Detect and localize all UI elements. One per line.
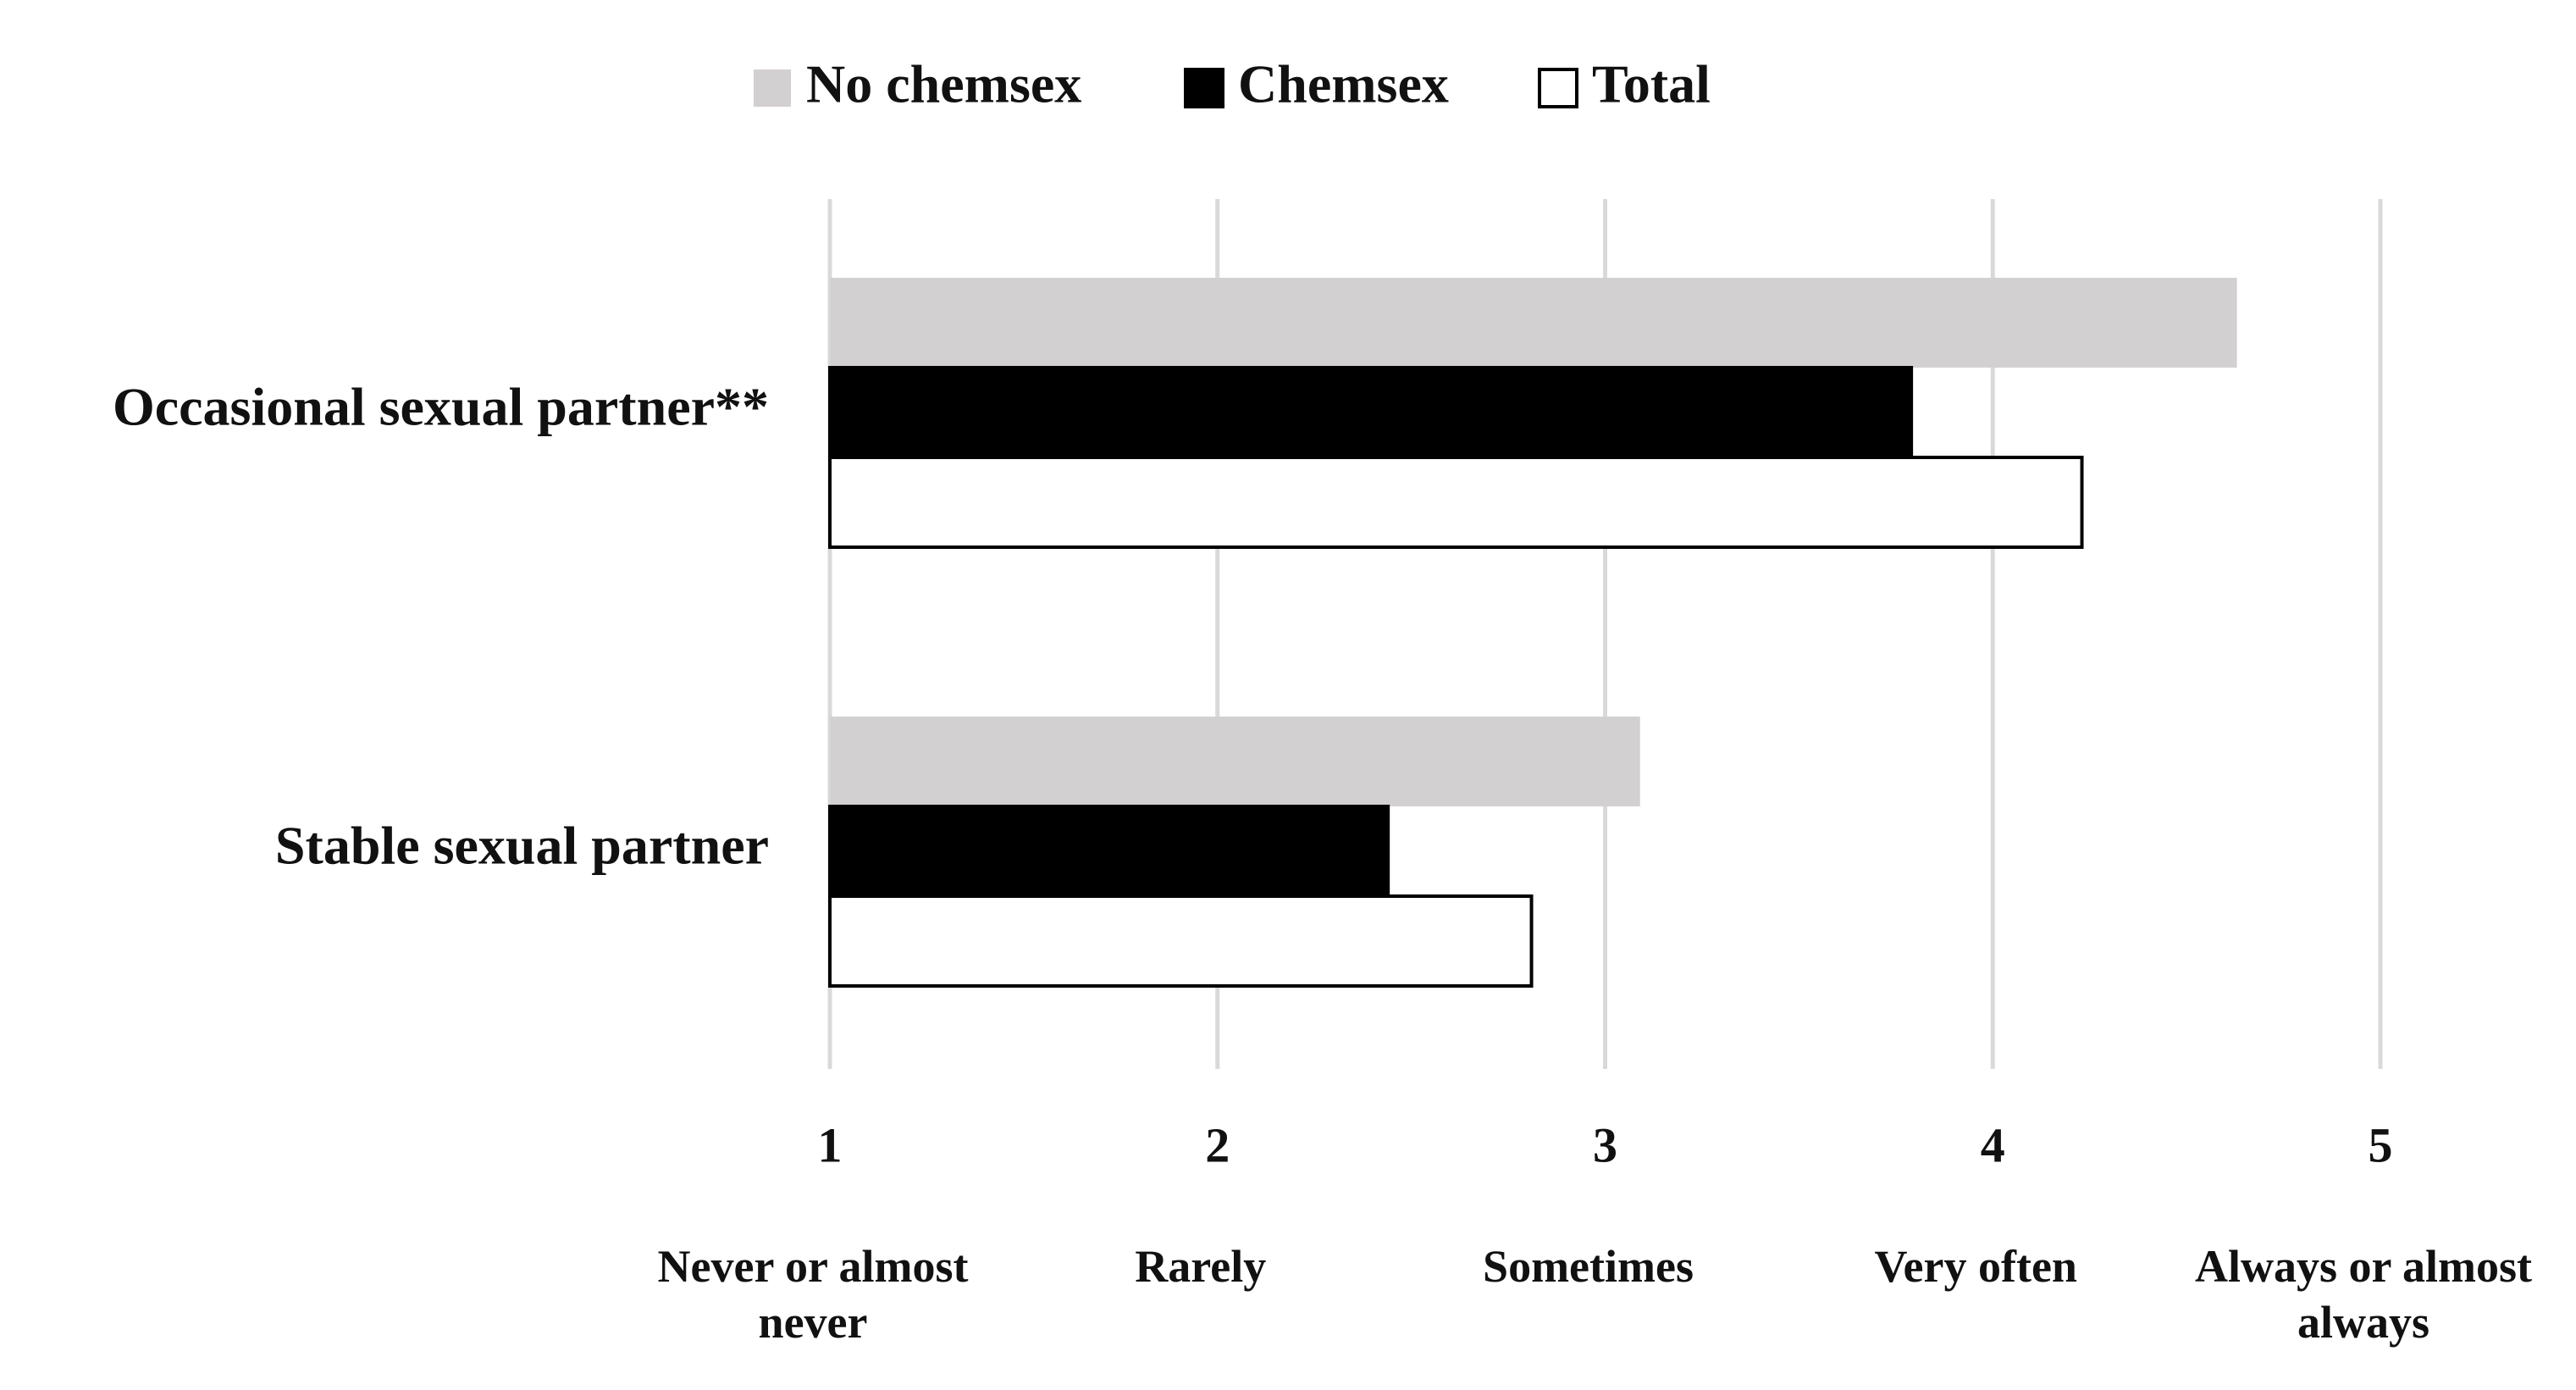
y-tick-label: Stable sexual partner	[275, 816, 769, 876]
x-tick-description: Very often	[1874, 1241, 2077, 1292]
legend-label: No chemsex	[806, 54, 1081, 114]
legend-swatch	[1184, 68, 1224, 108]
x-tick-label: 4	[1981, 1117, 2005, 1172]
x-tick-description: Always or almost always	[2195, 1241, 2532, 1348]
y-tick-label: Occasional sexual partner**	[113, 377, 769, 437]
legend-swatch	[1538, 68, 1578, 108]
x-tick-description: Rarely	[1135, 1241, 1267, 1292]
bar	[828, 366, 1914, 459]
x-tick-label: 1	[818, 1117, 843, 1172]
x-tick-description: Sometimes	[1483, 1241, 1694, 1292]
bar	[830, 717, 1640, 806]
bar	[830, 278, 2237, 368]
legend-label: Chemsex	[1238, 54, 1449, 114]
bar	[828, 894, 1534, 988]
x-tick-label: 5	[2369, 1117, 2393, 1172]
bar	[828, 805, 1390, 898]
bar	[828, 456, 2084, 549]
legend-label: Total	[1592, 54, 1711, 114]
x-tick-label: 2	[1205, 1117, 1230, 1172]
legend-swatch	[754, 69, 791, 107]
x-tick-label: 3	[1593, 1117, 1617, 1172]
x-tick-description: Never or almost never	[657, 1241, 969, 1348]
